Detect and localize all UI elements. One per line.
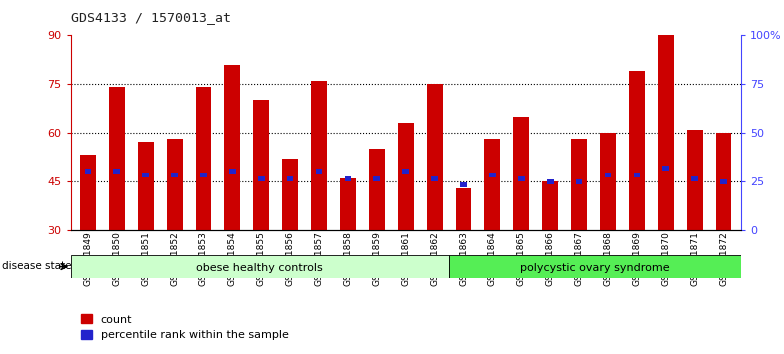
Bar (449, 255, 741, 278)
Bar (258, 176, 264, 181)
Bar (253, 100, 269, 230)
Bar (716, 133, 731, 230)
Bar (514, 116, 529, 230)
Bar (431, 176, 438, 181)
Bar (109, 87, 125, 230)
Bar (200, 172, 207, 177)
Bar (85, 169, 91, 174)
Text: polycystic ovary syndrome: polycystic ovary syndrome (520, 263, 670, 273)
Bar (633, 172, 641, 177)
Bar (171, 172, 178, 177)
Bar (311, 81, 327, 230)
Bar (143, 172, 149, 177)
Bar (489, 172, 495, 177)
Bar (224, 64, 241, 230)
Bar (662, 166, 669, 171)
Bar (571, 139, 587, 230)
Bar (282, 159, 298, 230)
Bar (547, 179, 554, 184)
Bar (195, 87, 212, 230)
Legend: count, percentile rank within the sample: count, percentile rank within the sample (76, 310, 293, 345)
Text: disease state: disease state (2, 261, 72, 271)
Bar (687, 130, 702, 230)
Bar (485, 139, 500, 230)
Bar (402, 169, 409, 174)
Bar (114, 169, 120, 174)
Bar (575, 179, 583, 184)
Bar (629, 71, 644, 230)
Bar (71, 255, 449, 278)
Bar (460, 182, 466, 187)
Bar (691, 176, 698, 181)
Bar (658, 35, 673, 230)
Bar (287, 176, 293, 181)
Bar (397, 123, 414, 230)
Bar (456, 188, 471, 230)
Bar (80, 155, 96, 230)
Bar (426, 84, 442, 230)
Bar (345, 176, 351, 181)
Bar (720, 179, 727, 184)
Bar (373, 176, 380, 181)
Bar (369, 149, 385, 230)
Bar (138, 143, 154, 230)
Text: GDS4133 / 1570013_at: GDS4133 / 1570013_at (71, 11, 230, 24)
Bar (340, 178, 356, 230)
Bar (518, 176, 524, 181)
Bar (600, 133, 616, 230)
Bar (316, 169, 322, 174)
Bar (543, 181, 558, 230)
Bar (167, 139, 183, 230)
Text: obese healthy controls: obese healthy controls (197, 263, 323, 273)
Bar (229, 169, 236, 174)
Bar (604, 172, 612, 177)
